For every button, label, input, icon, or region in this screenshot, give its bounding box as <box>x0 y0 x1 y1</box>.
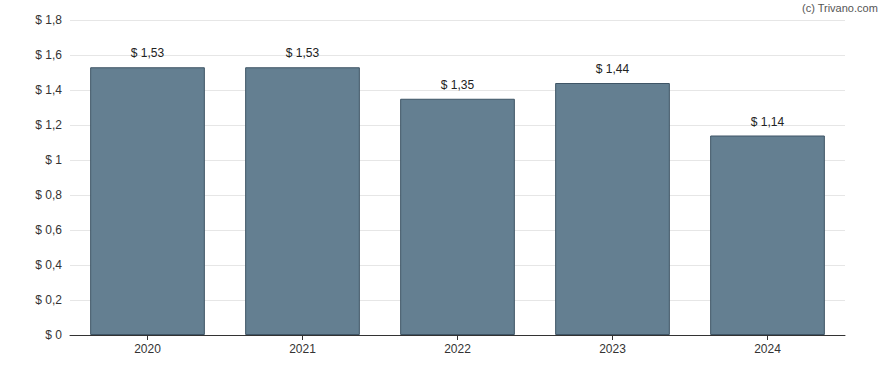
svg-text:$ 1,35: $ 1,35 <box>441 78 475 92</box>
svg-text:$ 0,2: $ 0,2 <box>35 293 62 307</box>
svg-text:2023: 2023 <box>599 342 626 356</box>
svg-text:2021: 2021 <box>289 342 316 356</box>
svg-text:2022: 2022 <box>444 342 471 356</box>
svg-text:$ 0,6: $ 0,6 <box>35 223 62 237</box>
svg-text:$ 1: $ 1 <box>45 153 62 167</box>
svg-text:$ 0,4: $ 0,4 <box>35 258 62 272</box>
svg-text:$ 1,8: $ 1,8 <box>35 13 62 27</box>
svg-text:$ 0: $ 0 <box>45 328 62 342</box>
svg-text:2024: 2024 <box>754 342 781 356</box>
svg-text:$ 1,4: $ 1,4 <box>35 83 62 97</box>
svg-text:$ 1,53: $ 1,53 <box>131 46 165 60</box>
svg-text:2020: 2020 <box>134 342 161 356</box>
svg-text:$ 1,2: $ 1,2 <box>35 118 62 132</box>
svg-text:$ 1,6: $ 1,6 <box>35 48 62 62</box>
svg-text:(c) Trivano.com: (c) Trivano.com <box>802 2 878 14</box>
svg-text:$ 1,53: $ 1,53 <box>286 46 320 60</box>
svg-text:$ 0,8: $ 0,8 <box>35 188 62 202</box>
svg-text:$ 1,44: $ 1,44 <box>596 62 630 76</box>
svg-text:$ 1,14: $ 1,14 <box>751 115 785 129</box>
